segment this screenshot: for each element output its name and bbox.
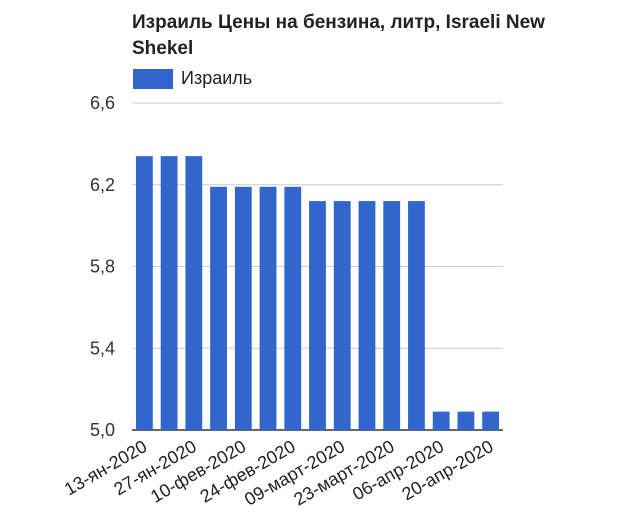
bar (333, 201, 351, 430)
bar (259, 186, 277, 430)
y-tick-label: 5,4 (90, 338, 115, 358)
bar (383, 201, 401, 430)
y-tick-label: 5,8 (90, 257, 115, 277)
legend-label: Израиль (181, 68, 253, 88)
y-tick-label: 6,6 (90, 93, 115, 113)
bar (234, 186, 252, 430)
bar (210, 186, 227, 430)
bar (358, 201, 376, 430)
bar (284, 186, 302, 430)
y-tick-label: 5,0 (90, 420, 115, 440)
bar (408, 201, 425, 430)
bar (160, 156, 178, 430)
legend: Израиль (133, 68, 252, 89)
bar (135, 156, 153, 430)
bar (457, 411, 475, 430)
bar (432, 411, 450, 430)
chart-title: Израиль Цены на бензина, литр, Israeli N… (132, 12, 545, 59)
bar (185, 156, 203, 430)
bar (482, 411, 500, 430)
bar (309, 201, 326, 430)
legend-swatch (133, 68, 173, 89)
y-tick-label: 6,2 (90, 175, 115, 195)
